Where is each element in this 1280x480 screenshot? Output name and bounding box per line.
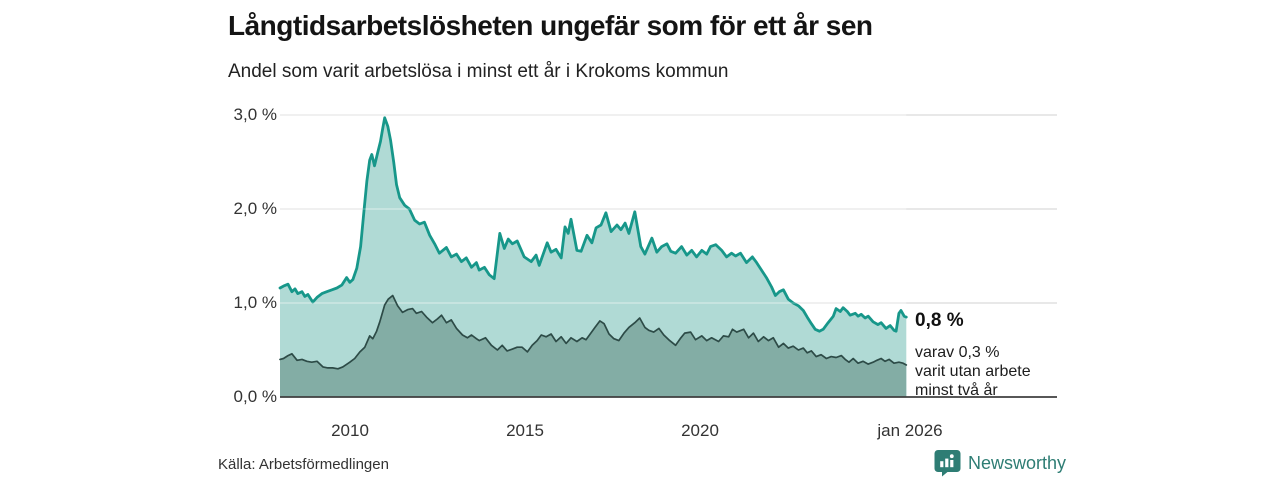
y-axis-tick-2: 2,0 % xyxy=(233,199,277,218)
x-axis-tick-jan-2026: jan 2026 xyxy=(877,421,943,440)
x-axis-tick-2015: 2015 xyxy=(506,421,544,440)
bar-tall xyxy=(950,460,954,468)
chart-subtitle: Andel som varit arbetslösa i minst ett å… xyxy=(228,61,729,82)
annotation-line-3: minst två år xyxy=(915,382,998,399)
page-title: Långtidsarbetslösheten ungefär som för e… xyxy=(228,10,873,41)
two-year-unemployment-line xyxy=(279,294,908,370)
bar-small xyxy=(940,461,944,468)
newsworthy-bubble-icon xyxy=(934,450,961,477)
newsworthy-logo: Newsworthy xyxy=(934,449,1066,477)
y-axis-tick-0: 0,0 % xyxy=(233,387,277,406)
annotation-line-1: varav 0,3 % xyxy=(915,344,1000,361)
bar-medium xyxy=(945,458,949,468)
brand-wordmark: Newsworthy xyxy=(968,452,1067,473)
annotation-line-2: varit utan arbete xyxy=(915,363,1031,380)
long-term-unemployment-line xyxy=(278,116,908,333)
source-attribution: Källa: Arbetsförmedlingen xyxy=(218,456,389,473)
y-axis-tick-1: 1,0 % xyxy=(233,293,277,312)
x-axis-tick-2010: 2010 xyxy=(331,421,369,440)
two-year-unemployment-area xyxy=(280,295,907,397)
y-axis-tick-3: 3,0 % xyxy=(233,105,277,124)
x-axis-tick-2020: 2020 xyxy=(681,421,719,440)
exclamation-dot xyxy=(949,454,954,459)
series-end-value-label: 0,8 % xyxy=(915,310,964,331)
